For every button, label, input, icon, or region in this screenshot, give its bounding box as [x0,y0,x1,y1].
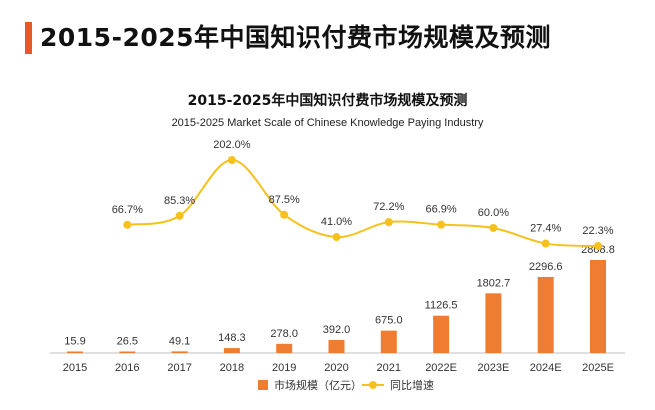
growth-label-2019: 87.5% [269,194,300,206]
legend-label-growth-rate: 同比增速 [390,379,434,392]
bar-label-2020: 392.0 [323,324,351,336]
growth-label-2024E: 27.4% [530,223,561,235]
bar-2021 [380,330,397,353]
chart-title: 2015-2025年中国知识付费市场规模及预测 [187,93,468,109]
growth-point-2016 [123,220,132,229]
x-tick-2022E: 2022E [425,362,457,374]
bar-2019 [276,343,293,353]
growth-label-2022E: 66.9% [425,204,456,216]
x-tick-2015: 2015 [63,362,87,374]
page-title: 2015-2025年中国知识付费市场规模及预测 [40,23,552,52]
growth-point-2019 [280,210,289,219]
growth-label-2023E: 60.0% [478,207,509,219]
legend-line-swatch [362,380,384,390]
bar-label-2015: 15.9 [64,336,85,348]
x-tick-2020: 2020 [324,362,348,374]
growth-point-2024E [541,239,550,248]
bar-2017 [171,351,188,353]
bar-label-2019: 278.0 [270,328,298,340]
bar-2024E [537,276,554,353]
legend-bar-swatch [258,380,268,390]
chart-legend: 市场规模（亿元） 同比增速 [0,377,655,397]
growth-label-2018: 202.0% [213,139,251,151]
bar-label-2021: 675.0 [375,315,403,327]
growth-point-2025E [594,242,602,250]
bar-2018 [223,348,240,353]
bar-2015 [67,351,83,353]
legend-label-market-scale: 市场规模（亿元） [274,379,362,392]
growth-point-2022E [437,220,446,229]
bar-2023E [485,293,502,353]
x-tick-2021: 2021 [377,362,401,374]
x-tick-2018: 2018 [220,362,244,374]
growth-point-2018 [227,156,236,164]
chart-subtitle: 2015-2025 Market Scale of Chinese Knowle… [171,117,484,129]
bar-label-2022E: 1126.5 [425,300,458,312]
x-tick-2016: 2016 [115,362,139,374]
x-tick-2024E: 2024E [530,362,562,374]
bar-label-2024E: 2296.6 [529,261,563,273]
bar-label-2023E: 1802.7 [477,277,511,289]
x-tick-2025E: 2025E [582,362,614,374]
title-accent-bar [25,22,32,54]
bar-2016 [119,351,136,353]
growth-label-2021: 72.2% [373,201,404,213]
legend-item-market-scale: 市场规模（亿元） [258,377,362,393]
x-tick-2023E: 2023E [477,362,509,374]
page-header: 2015-2025年中国知识付费市场规模及预测 [0,0,655,62]
x-tick-2017: 2017 [167,362,191,374]
growth-label-2017: 85.3% [164,195,195,207]
growth-label-2016: 66.7% [112,204,143,216]
bar-2022E [433,315,450,353]
bar-2025E [590,260,606,353]
growth-point-2017 [175,211,184,220]
growth-rate-line [127,158,599,247]
growth-point-2020 [332,233,341,242]
growth-label-2020: 41.0% [321,216,352,228]
bar-label-2017: 49.1 [169,335,190,347]
growth-point-2021 [384,218,393,227]
growth-point-2023E [489,223,498,232]
bar-label-2018: 148.3 [218,332,246,344]
bar-label-2016: 26.5 [117,336,138,348]
x-tick-2019: 2019 [272,362,296,374]
growth-label-2025E: 22.3% [582,225,613,237]
bar-2020 [328,340,345,353]
legend-item-growth-rate: 同比增速 [362,377,434,393]
